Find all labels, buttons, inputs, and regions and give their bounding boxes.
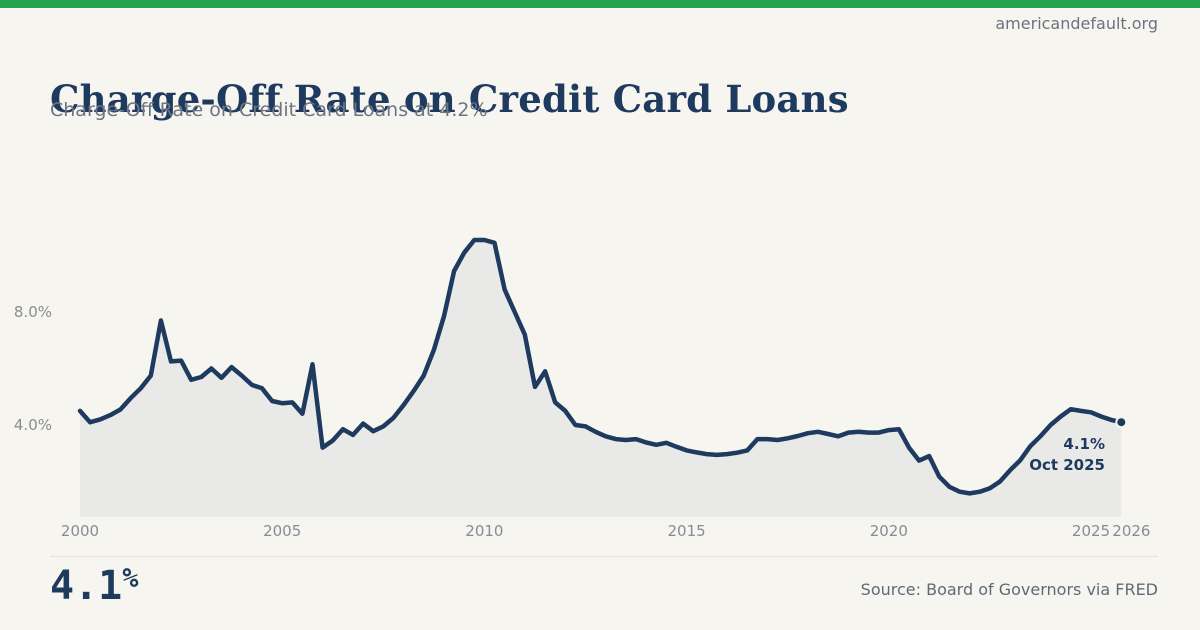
- top-accent-bar: [0, 0, 1200, 8]
- y-axis-label: 4.0%: [13, 416, 52, 434]
- series-line: [77, 237, 1124, 496]
- current-value-unit: %: [122, 563, 139, 594]
- chart-title: Charge-Off Rate on Credit Card Loans: [50, 76, 849, 121]
- annotation-date: Oct 2025: [1029, 456, 1105, 474]
- series-area: [80, 240, 1122, 517]
- source-credit: Source: Board of Governors via FRED: [860, 580, 1158, 599]
- x-axis-label: 2020: [869, 522, 908, 540]
- current-value-number: 4.1: [50, 563, 123, 609]
- y-axis-label: 8.0%: [13, 303, 52, 321]
- last-point-annotation: 4.1% Oct 2025: [1029, 434, 1105, 476]
- footer-divider: [50, 556, 1158, 557]
- last-point-dot: [1115, 416, 1128, 429]
- x-axis-label: 2025: [1071, 522, 1111, 540]
- chart-subtitle: Charge-Off Rate on Credit Card Loans at …: [50, 99, 488, 121]
- x-axis-label: 2010: [465, 522, 504, 540]
- site-url: americandefault.org: [995, 14, 1158, 33]
- annotation-value: 4.1%: [1063, 435, 1105, 453]
- x-axis-label: 2005: [263, 522, 302, 540]
- x-axis-label: 2015: [667, 522, 706, 540]
- current-value: 4.1%: [50, 563, 139, 609]
- x-axis-label: 2026: [1112, 522, 1151, 540]
- x-axis-label: 2000: [60, 522, 100, 540]
